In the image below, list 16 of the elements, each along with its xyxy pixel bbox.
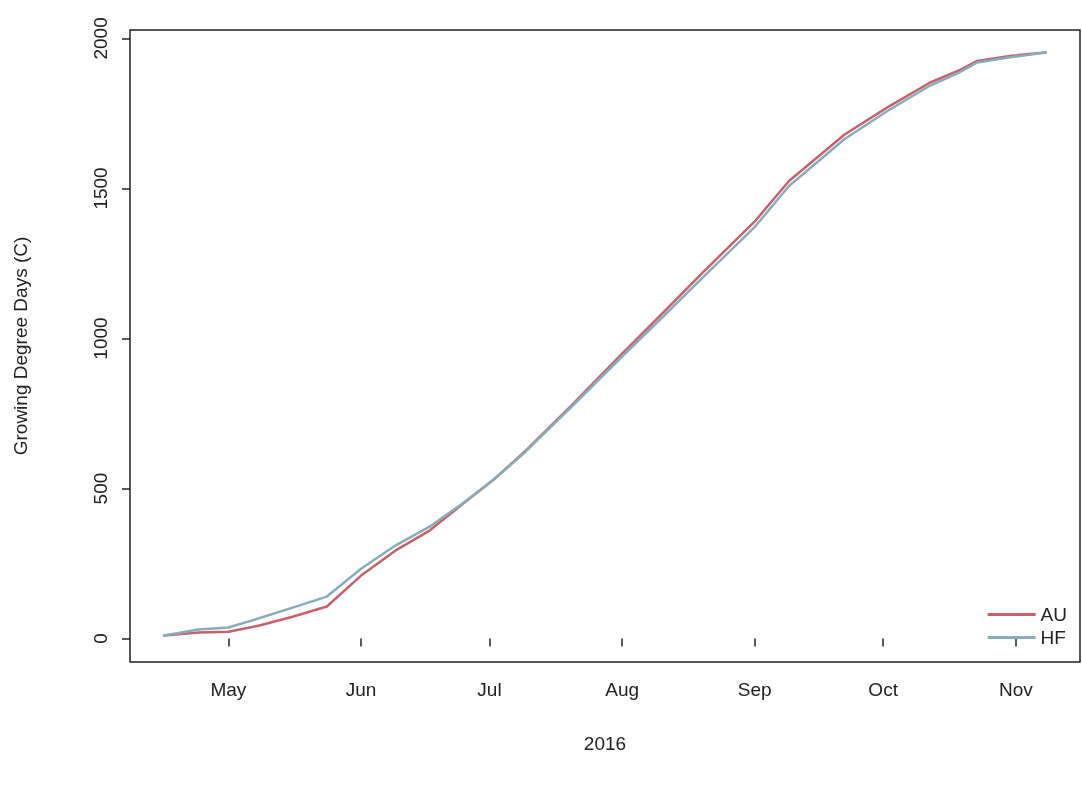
y-axis-title: Growing Degree Days (C) [10, 236, 31, 456]
legend-label: HF [1040, 627, 1066, 648]
y-tick-label: 500 [90, 472, 111, 505]
y-tick-label: 1500 [90, 167, 111, 210]
legend-label: AU [1040, 604, 1068, 625]
x-tick-label: Aug [605, 679, 640, 700]
x-tick-label: May [210, 679, 247, 700]
x-tick-label: Nov [998, 679, 1034, 700]
y-tick-label: 0 [90, 633, 111, 644]
y-tick-label: 2000 [90, 17, 111, 60]
x-tick-label: Jul [477, 679, 502, 700]
x-tick-label: Jun [345, 679, 377, 700]
y-tick-label: 1000 [90, 317, 111, 360]
x-axis-title: 2016 [583, 733, 627, 754]
x-tick-label: Oct [868, 679, 899, 700]
x-tick-label: Sep [737, 679, 772, 700]
